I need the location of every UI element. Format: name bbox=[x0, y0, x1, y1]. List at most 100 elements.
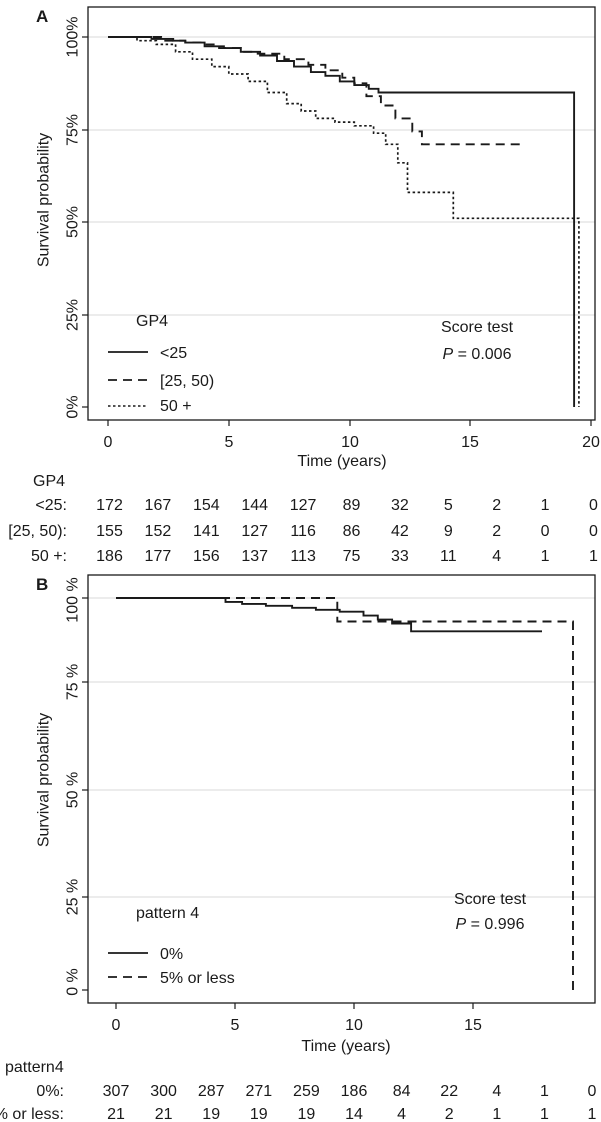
risk-count: 14 bbox=[345, 1106, 363, 1122]
km-curve-solid bbox=[116, 597, 542, 633]
panel-b-x-tick-labels: 0 5 10 15 bbox=[112, 1017, 482, 1034]
risk-table-a: GP4 <25: 172 167 154 144 127 89 32 5 2 1 0 [25, 50):… bbox=[8, 473, 598, 565]
legend-label: 5% or less bbox=[160, 970, 235, 987]
panel-a-y-axis-title: Survival probability bbox=[36, 133, 53, 267]
risk-table-title: pattern4 bbox=[5, 1059, 64, 1076]
risk-count: 259 bbox=[293, 1083, 320, 1100]
risk-count: 186 bbox=[96, 548, 123, 565]
risk-count: 11 bbox=[440, 548, 457, 565]
x-tick-label: 0 bbox=[112, 1017, 121, 1034]
x-tick-label: 5 bbox=[231, 1017, 240, 1034]
panel-b: B 100 % 75 % 50 % 25 % 0 % bbox=[36, 574, 596, 1055]
risk-count: 89 bbox=[343, 497, 361, 514]
risk-count: 19 bbox=[298, 1106, 316, 1122]
risk-count: 116 bbox=[290, 523, 316, 540]
risk-count: 0 bbox=[541, 523, 550, 540]
risk-count: 1 bbox=[588, 1106, 597, 1122]
p-value-label: P = 0.006 bbox=[443, 346, 512, 363]
y-tick-label: 50 % bbox=[65, 772, 82, 808]
risk-row-label: [25, 50): bbox=[8, 523, 67, 540]
panel-a-x-ticks bbox=[107, 420, 592, 426]
panel-a-x-axis-title: Time (years) bbox=[297, 453, 386, 470]
risk-row-label: 50 +: bbox=[31, 548, 67, 565]
score-test-label: Score test bbox=[454, 891, 527, 908]
risk-count: 4 bbox=[492, 548, 501, 565]
x-tick-label: 10 bbox=[345, 1017, 363, 1034]
risk-count: 75 bbox=[343, 548, 361, 565]
p-value: = 0.006 bbox=[453, 346, 511, 363]
risk-count: 19 bbox=[202, 1106, 220, 1122]
panel-a-label: A bbox=[36, 7, 48, 26]
risk-count: 42 bbox=[391, 523, 409, 540]
risk-count: 1 bbox=[540, 1083, 549, 1100]
risk-count: 307 bbox=[103, 1083, 130, 1100]
y-tick-label: 50% bbox=[65, 206, 82, 238]
legend-title: pattern 4 bbox=[136, 905, 199, 922]
risk-count: 0 bbox=[588, 1083, 597, 1100]
y-tick-label: 0% bbox=[65, 395, 82, 418]
risk-count: 1 bbox=[492, 1106, 501, 1122]
panel-b-y-ticks bbox=[82, 597, 88, 991]
risk-count: 167 bbox=[145, 497, 172, 514]
panel-b-curves bbox=[116, 597, 574, 990]
p-symbol: P bbox=[443, 346, 454, 363]
risk-row-label: 5% or less: bbox=[0, 1106, 64, 1122]
y-tick-label: 75 % bbox=[65, 664, 82, 700]
panel-a-y-tick-labels: 100% 75% 50% 25% 0% bbox=[65, 17, 82, 419]
x-tick-label: 0 bbox=[104, 434, 113, 451]
risk-count: 86 bbox=[343, 523, 361, 540]
p-value: = 0.996 bbox=[466, 916, 524, 933]
risk-count: 21 bbox=[107, 1106, 125, 1122]
x-tick-label: 15 bbox=[464, 1017, 482, 1034]
risk-row-label: 0%: bbox=[36, 1083, 64, 1100]
panel-b-y-axis-title: Survival probability bbox=[36, 713, 53, 847]
panel-a-grid bbox=[88, 36, 595, 316]
risk-count: 127 bbox=[290, 497, 317, 514]
risk-count: 33 bbox=[391, 548, 409, 565]
risk-count: 0 bbox=[589, 523, 598, 540]
risk-count: 1 bbox=[540, 1106, 549, 1122]
panel-a: A 100% 75% 50% 25% 0% bbox=[36, 6, 600, 470]
risk-count: 2 bbox=[492, 497, 501, 514]
panel-b-y-tick-labels: 100 % 75 % 50 % 25 % 0 % bbox=[65, 577, 82, 995]
legend-title: GP4 bbox=[136, 313, 168, 330]
risk-count: 300 bbox=[150, 1083, 177, 1100]
legend-label: [25, 50) bbox=[160, 373, 214, 390]
risk-table-b: pattern4 0%: 307 300 287 271 259 186 84 22 4 1 0 5% … bbox=[0, 1059, 597, 1122]
panel-b-label: B bbox=[36, 575, 48, 594]
panel-b-x-axis-title: Time (years) bbox=[301, 1038, 390, 1055]
risk-count: 2 bbox=[492, 523, 501, 540]
y-tick-label: 0 % bbox=[65, 968, 82, 996]
risk-count: 0 bbox=[589, 497, 598, 514]
risk-count: 141 bbox=[193, 523, 220, 540]
panel-b-legend: pattern 4 0% 5% or less bbox=[108, 905, 235, 987]
panel-a-legend: GP4 <25 [25, 50) 50 + bbox=[108, 313, 214, 415]
risk-count: 32 bbox=[391, 497, 409, 514]
risk-count: 5 bbox=[444, 497, 453, 514]
risk-count: 84 bbox=[393, 1083, 411, 1100]
risk-count: 127 bbox=[241, 523, 268, 540]
risk-count: 137 bbox=[241, 548, 268, 565]
risk-count: 287 bbox=[198, 1083, 225, 1100]
risk-count: 271 bbox=[245, 1083, 272, 1100]
risk-count: 21 bbox=[155, 1106, 173, 1122]
risk-count: 177 bbox=[145, 548, 172, 565]
risk-count: 155 bbox=[96, 523, 123, 540]
risk-count: 1 bbox=[541, 548, 550, 565]
risk-count: 1 bbox=[589, 548, 598, 565]
y-tick-label: 100 % bbox=[65, 577, 82, 622]
legend-label: 50 + bbox=[160, 398, 192, 415]
legend-label: 0% bbox=[160, 946, 183, 963]
risk-count: 113 bbox=[290, 548, 316, 565]
panel-a-curves bbox=[108, 36, 580, 407]
y-tick-label: 25 % bbox=[65, 879, 82, 915]
legend-label: <25 bbox=[160, 345, 187, 362]
panel-a-x-tick-labels: 0 5 10 15 20 bbox=[104, 434, 600, 451]
risk-row-label: <25: bbox=[35, 497, 67, 514]
risk-count: 156 bbox=[193, 548, 220, 565]
risk-count: 1 bbox=[541, 497, 550, 514]
km-curve-dashed bbox=[116, 597, 574, 990]
risk-count: 144 bbox=[241, 497, 268, 514]
score-test-label: Score test bbox=[441, 319, 514, 336]
y-tick-label: 75% bbox=[65, 114, 82, 146]
